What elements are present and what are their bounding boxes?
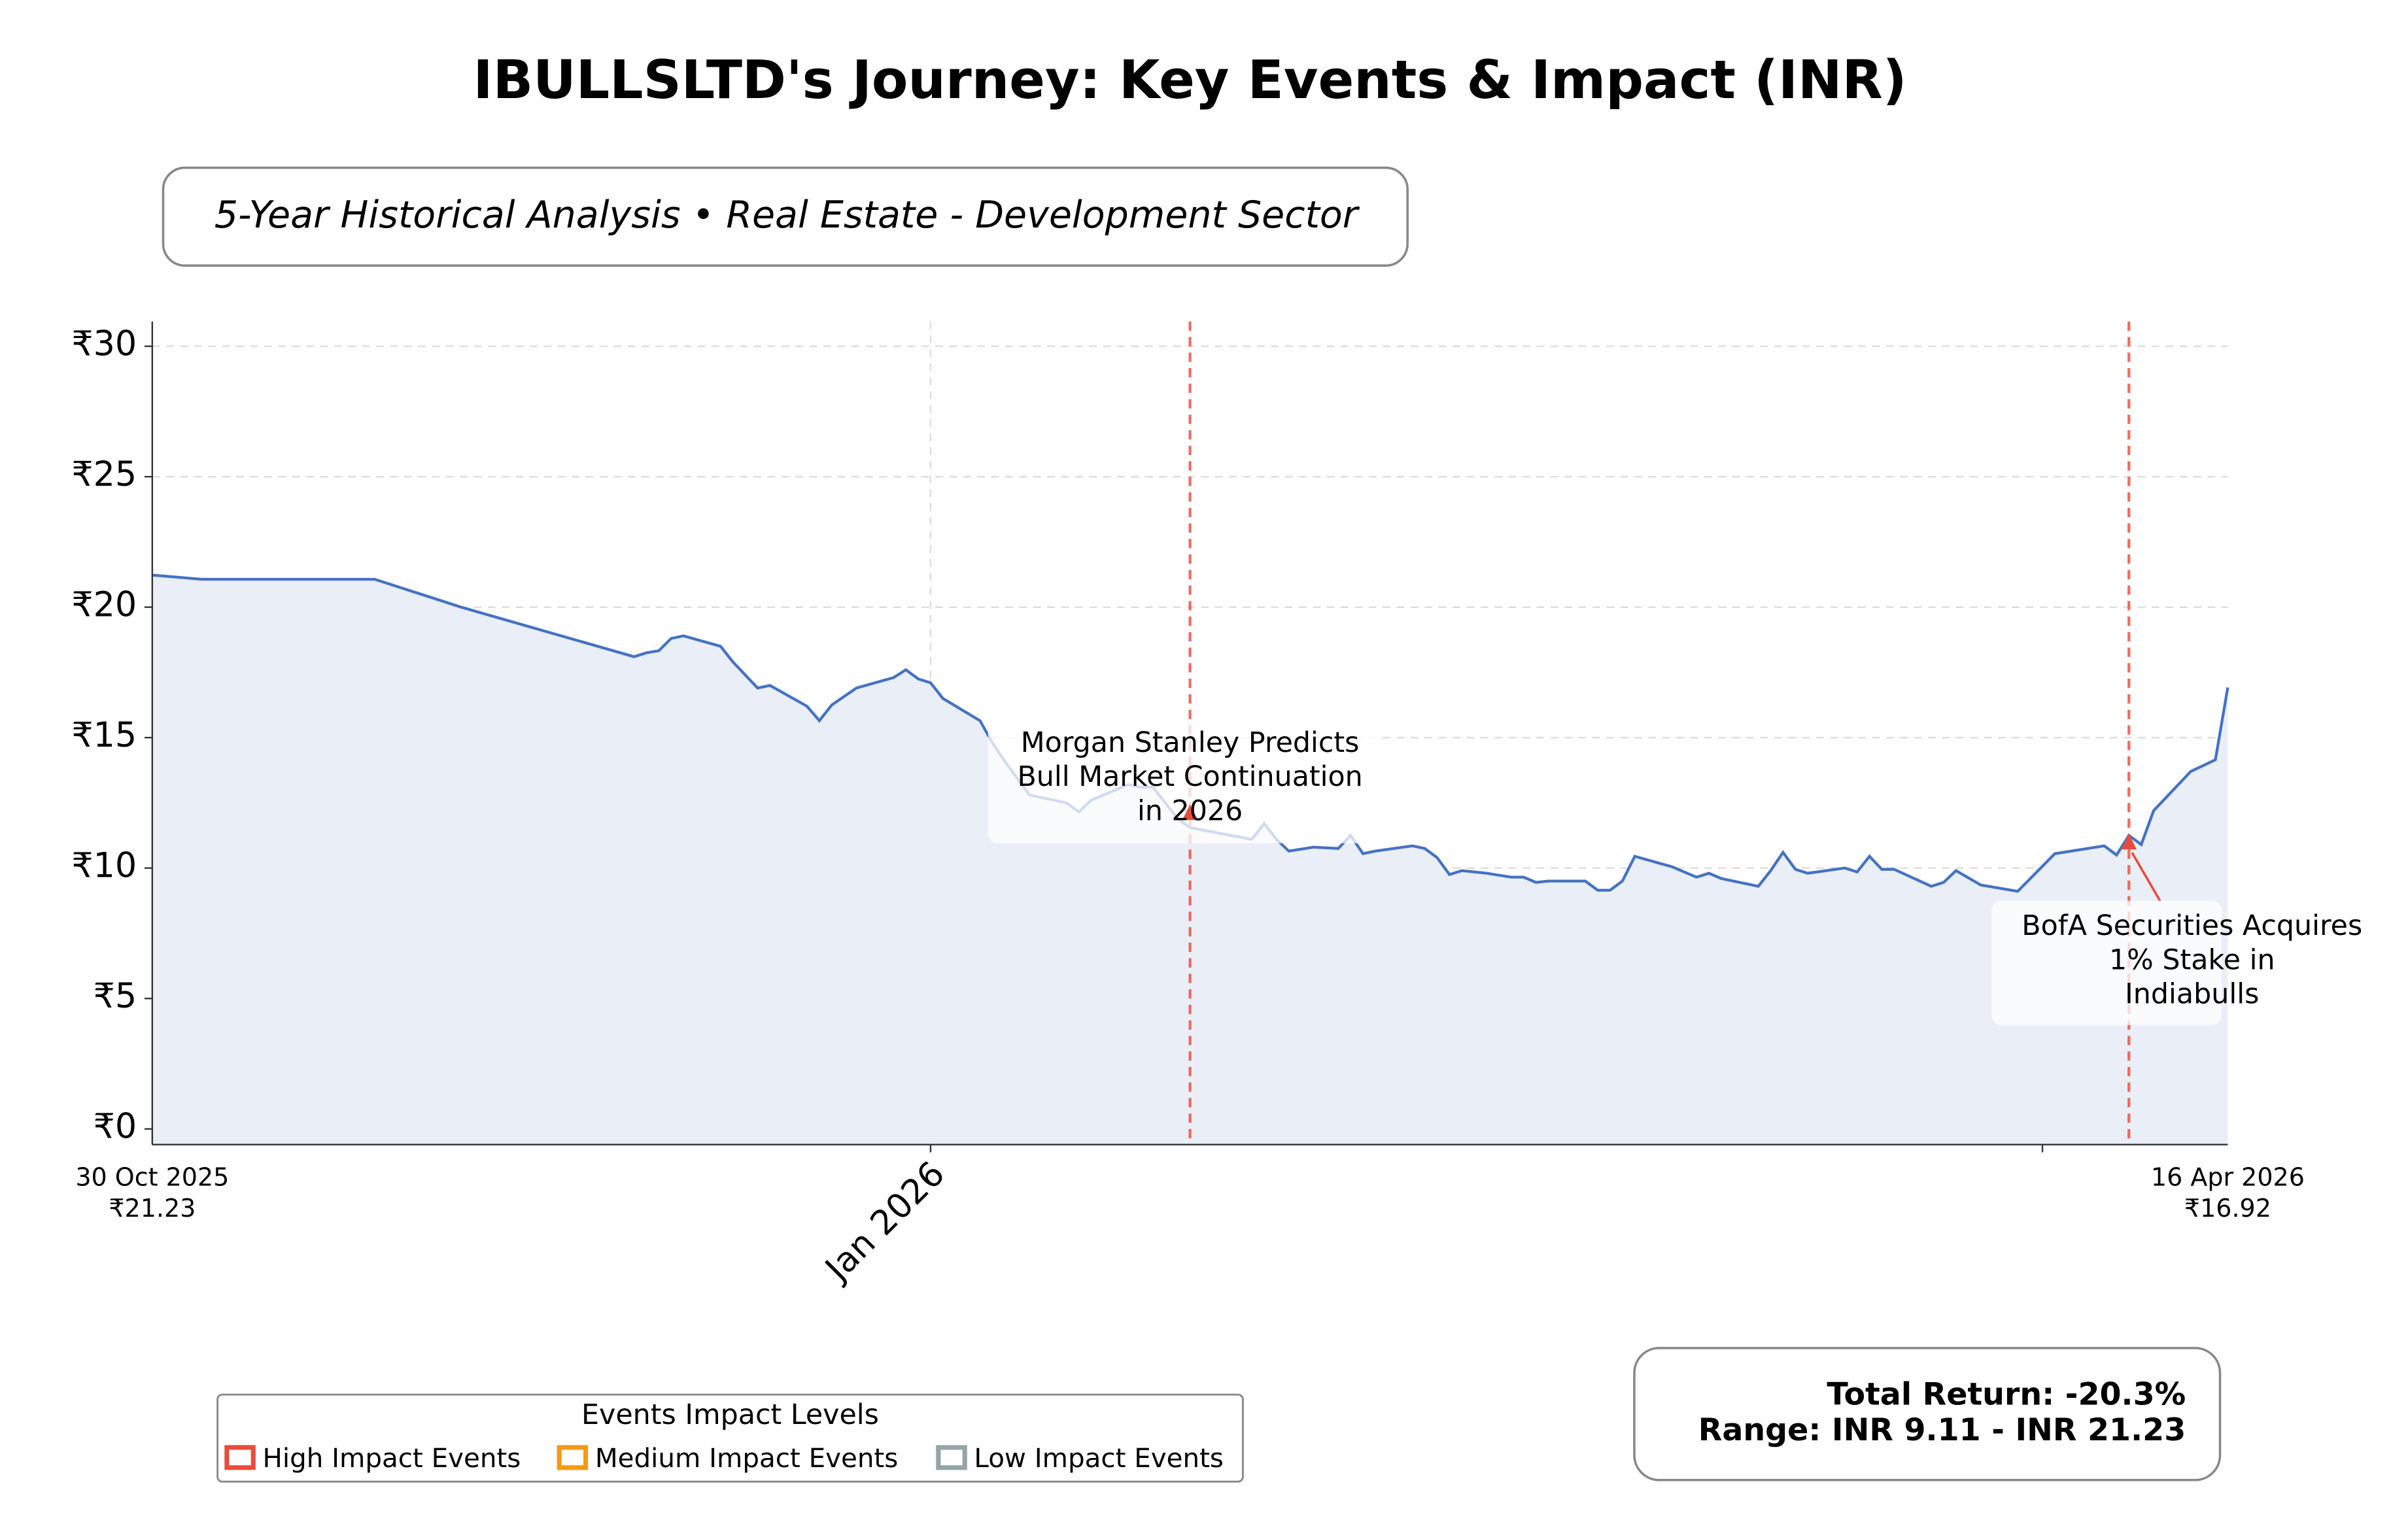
legend-swatch xyxy=(557,1445,589,1470)
legend-swatch xyxy=(936,1445,967,1470)
legend-label: Low Impact Events xyxy=(974,1443,1224,1474)
event-label-box xyxy=(1991,900,2222,1025)
chart-title: IBULLSLTD's Journey: Key Events & Impact… xyxy=(473,50,1907,111)
y-tick-label: ₹0 xyxy=(94,1108,137,1147)
legend-label: Medium Impact Events xyxy=(595,1443,898,1474)
event-label: BofA Securities Acquires 1% Stake in India… xyxy=(2021,909,2362,1011)
stats-text: Total Return: -20.3% xyxy=(1827,1377,2186,1413)
y-tick-label: ₹10 xyxy=(71,847,137,886)
x-tick-label: Jan 2026 xyxy=(817,1154,952,1289)
event-marker xyxy=(1182,804,1198,821)
event-marker xyxy=(2121,834,2137,850)
x-tick-label: 30 Oct 2025 xyxy=(75,1162,229,1191)
event-label-box xyxy=(988,722,1377,843)
y-tick-label: ₹25 xyxy=(71,455,137,494)
subtitle: 5-Year Historical Analysis • Real Estate… xyxy=(215,194,1360,237)
stats-text: Range: INR 9.11 - INR 21.23 xyxy=(1698,1412,2186,1448)
x-tick-sublabel: ₹16.92 xyxy=(2184,1194,2271,1223)
line xyxy=(152,573,2229,893)
area xyxy=(152,575,2228,1145)
x-tick-label: 16 Apr 2026 xyxy=(2151,1162,2305,1191)
y-tick-label: ₹5 xyxy=(94,977,137,1016)
y-tick-label: ₹30 xyxy=(71,325,137,364)
stats-box xyxy=(1633,1347,2222,1482)
x-tick-sublabel: ₹21.23 xyxy=(109,1194,196,1223)
legend-swatch xyxy=(224,1445,256,1470)
legend-title: Events Impact Levels xyxy=(581,1398,879,1431)
subtitle-box xyxy=(162,166,1409,267)
legend-label: High Impact Events xyxy=(262,1443,521,1474)
y-tick-label: ₹20 xyxy=(71,586,137,625)
legend-box xyxy=(216,1393,1244,1483)
y-tick-label: ₹15 xyxy=(71,716,137,755)
event-label: Morgan Stanley Predicts Bull Market Conti… xyxy=(1017,726,1362,827)
event-arrow xyxy=(2131,852,2161,902)
